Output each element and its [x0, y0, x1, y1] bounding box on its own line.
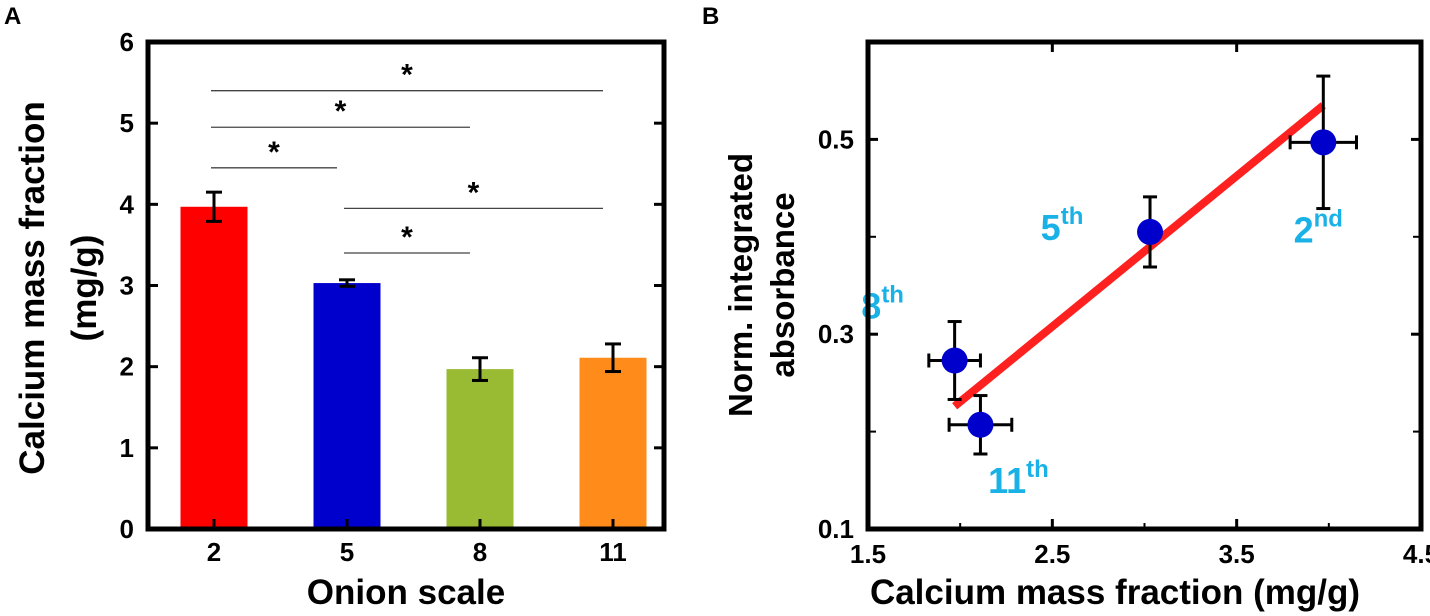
y-tick-label: 6: [120, 27, 134, 57]
x-tick-label: 1.5: [850, 539, 886, 569]
y-tick-label: 3: [120, 271, 134, 301]
x-tick-label: 2.5: [1034, 539, 1070, 569]
y-tick-label: 0: [120, 514, 134, 544]
y-tick-label: 4: [120, 189, 135, 219]
data-point-11: [967, 411, 994, 438]
point-label-number: 2: [1294, 209, 1314, 250]
data-point-8: [941, 347, 968, 374]
data-point-5: [1137, 218, 1164, 245]
x-tick-label-2: 2: [207, 537, 221, 567]
panel-a-y-axis-label-units: (mg/g): [65, 235, 104, 342]
y-tick-label: 0.1: [818, 514, 854, 544]
fit-line: [952, 102, 1326, 410]
data-point-2: [1310, 129, 1337, 156]
y-tick-label: 2: [120, 352, 134, 382]
bar-2: [180, 206, 248, 530]
point-label-11: 11th: [988, 456, 1049, 501]
panel-a-x-axis-label: Onion scale: [307, 573, 505, 612]
bar-5: [313, 283, 381, 529]
panel-b-frame: [865, 39, 1424, 532]
point-label-superscript: nd: [1314, 205, 1343, 232]
point-label-5: 5th: [1041, 203, 1084, 248]
x-tick-label-11: 11: [599, 537, 627, 567]
panel-b-y-axis-label: Norm. integrated: [722, 153, 759, 417]
point-label-superscript: th: [1061, 203, 1084, 230]
significance-star: *: [468, 176, 480, 209]
significance-star: *: [335, 95, 347, 128]
significance-star: *: [401, 221, 413, 254]
y-tick-label: 1: [120, 433, 134, 463]
x-tick-label: 3.5: [1219, 539, 1255, 569]
bar-11: [579, 357, 647, 529]
point-label-number: 11: [988, 460, 1026, 501]
y-tick-label: 0.3: [818, 319, 854, 349]
panel-b-letter: B: [702, 3, 719, 30]
point-label-2: 2nd: [1294, 205, 1343, 250]
panel-b-x-axis-label: Calcium mass fraction (mg/g): [870, 573, 1360, 612]
x-tick-label-8: 8: [473, 537, 487, 567]
panel-a-letter: A: [4, 3, 21, 30]
bar-8: [446, 369, 514, 529]
x-tick-label: 4.5: [1403, 539, 1430, 569]
panel-a-frame: [145, 39, 667, 532]
point-label-number: 8: [861, 285, 881, 326]
x-tick-label-5: 5: [340, 537, 354, 567]
point-label-superscript: th: [1026, 456, 1049, 483]
y-tick-label: 0.5: [818, 124, 854, 154]
panel-a-bar-chart: A 0 1 2 3 4 5 6 2 5 8 11 * * * * * Calcium mass fractio…: [4, 3, 667, 612]
point-label-superscript: th: [881, 281, 904, 308]
point-label-number: 5: [1041, 207, 1061, 248]
panel-a-plot: 0 1 2 3 4 5 6 2 5 8 11 * * * * *: [120, 27, 664, 567]
significance-star: *: [268, 136, 280, 169]
panel-b-y-axis-label-line2: absorbance: [764, 192, 801, 377]
panel-a-y-axis-label: Calcium mass fraction: [13, 101, 52, 474]
y-tick-label: 5: [120, 108, 134, 138]
significance-star: *: [401, 59, 413, 92]
